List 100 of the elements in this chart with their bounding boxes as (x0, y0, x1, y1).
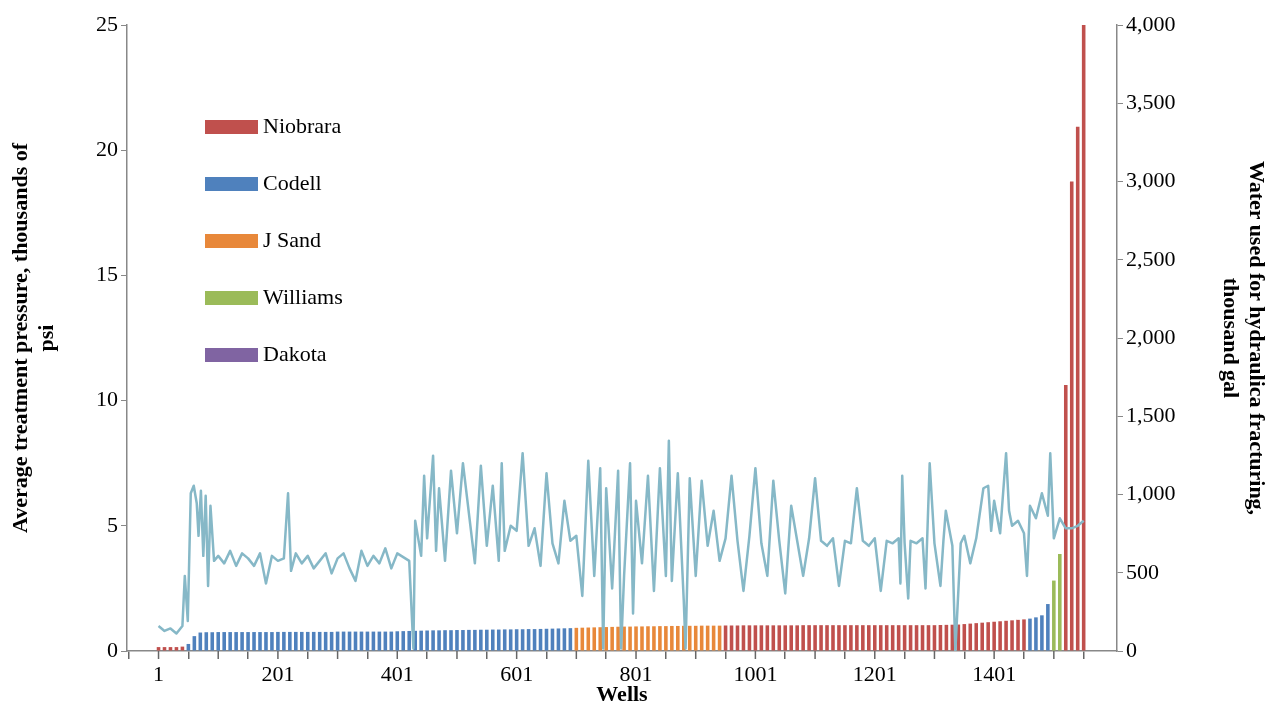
bar (156, 647, 161, 651)
bar (878, 625, 883, 651)
y-tick-label: 5 (107, 511, 118, 537)
bar (461, 630, 465, 651)
bar (968, 623, 973, 651)
bar (276, 631, 280, 651)
bar (311, 631, 316, 651)
bar (652, 626, 656, 651)
bar (592, 627, 597, 651)
bar (616, 626, 620, 651)
bar (240, 632, 244, 651)
bar (1022, 619, 1026, 651)
bar (1046, 604, 1050, 651)
bar (1040, 615, 1044, 651)
bar (849, 625, 853, 651)
legend-label: Niobrara (263, 112, 342, 138)
bar (813, 625, 817, 651)
legend-label: Dakota (263, 340, 327, 366)
bar (270, 632, 274, 651)
bar (479, 629, 483, 651)
x-tick-label: 1201 (852, 660, 897, 686)
bar (843, 625, 847, 651)
bar (407, 630, 412, 651)
bar (831, 625, 835, 651)
bar (586, 627, 591, 651)
bar (664, 626, 668, 651)
bar (449, 630, 453, 651)
bar (974, 623, 979, 651)
legend-label: J Sand (263, 226, 322, 252)
bar (1069, 181, 1074, 651)
bar (162, 647, 167, 651)
bar (485, 629, 489, 651)
bar (210, 632, 215, 651)
bar (1034, 617, 1038, 651)
bar (294, 631, 298, 651)
bar (234, 632, 238, 651)
bar (1052, 580, 1056, 651)
bar (986, 622, 990, 651)
bar (431, 630, 435, 651)
bar (282, 631, 286, 651)
x-tick-label: 1 (153, 660, 165, 686)
y-axis-title: Average treatment pressure, thousands of psi (6, 142, 59, 534)
bar (693, 625, 698, 651)
bar (1004, 620, 1008, 651)
y2-tick-label: 500 (1126, 558, 1159, 584)
bar (1028, 618, 1032, 651)
bar (634, 626, 638, 651)
bar (174, 647, 179, 651)
bar (496, 629, 501, 651)
bar (1016, 619, 1020, 651)
bar (502, 629, 507, 651)
bar (855, 625, 859, 651)
bar (437, 630, 441, 651)
bar (443, 630, 447, 651)
bar (640, 626, 644, 651)
bar (473, 629, 477, 651)
x-tick-label: 201 (261, 660, 295, 686)
bar (1010, 620, 1014, 651)
bar (490, 629, 495, 651)
bar (676, 625, 680, 651)
bar (992, 621, 996, 651)
legend-label: Williams (263, 283, 343, 309)
bar (228, 632, 232, 651)
bar (419, 630, 423, 651)
bar (258, 632, 262, 651)
bar (305, 631, 310, 651)
y2-tick-label: 4,000 (1126, 10, 1176, 36)
y-tick-label: 25 (96, 10, 118, 36)
bar (825, 625, 829, 651)
bar (801, 625, 805, 651)
bar (998, 621, 1002, 651)
bar (687, 625, 692, 651)
x-tick-label: 601 (500, 660, 534, 686)
bar (980, 622, 984, 651)
bar (610, 626, 614, 651)
bar (658, 626, 662, 651)
bar (467, 629, 471, 651)
bar (216, 632, 221, 651)
y2-axis-title: Water used for hydraulica fracturing, thousand gal (1218, 160, 1271, 516)
bar (299, 631, 304, 651)
bar (168, 647, 173, 651)
bar (867, 625, 871, 651)
bar (401, 631, 406, 651)
y2-tick-label: 3,500 (1126, 89, 1176, 115)
y-tick-label: 15 (96, 261, 118, 287)
bar (670, 625, 674, 651)
x-tick-label: 1401 (972, 660, 1017, 686)
legend-label: Codell (263, 169, 322, 195)
bar (1058, 553, 1062, 651)
y-tick-label: 10 (96, 386, 118, 412)
bar (884, 625, 889, 651)
bar (425, 630, 429, 651)
y2-tick-label: 1,500 (1126, 402, 1176, 428)
bar (783, 625, 788, 651)
y2-tick-label: 0 (1126, 636, 1137, 662)
bar (288, 631, 292, 651)
bar (222, 632, 226, 651)
bar (819, 625, 823, 651)
bar (807, 625, 811, 651)
bar (395, 631, 400, 651)
